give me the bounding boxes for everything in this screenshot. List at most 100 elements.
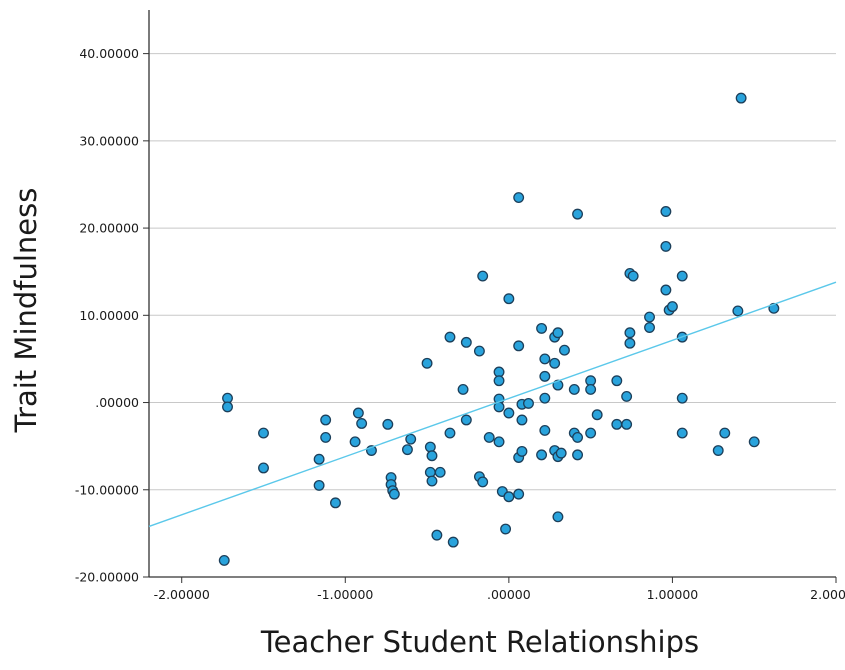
data-point bbox=[552, 327, 564, 339]
x-axis-title: Teacher Student Relationships bbox=[260, 625, 699, 659]
data-point bbox=[523, 397, 534, 409]
data-point bbox=[568, 384, 580, 395]
data-point bbox=[621, 390, 633, 402]
y-tick-label: 10.00000 bbox=[79, 308, 139, 323]
data-point bbox=[559, 344, 570, 356]
data-point bbox=[627, 270, 639, 282]
data-point bbox=[405, 433, 417, 445]
data-point bbox=[503, 293, 515, 305]
data-point bbox=[585, 384, 597, 395]
data-point bbox=[483, 431, 495, 443]
data-point bbox=[536, 449, 548, 461]
data-point bbox=[401, 444, 413, 456]
data-point bbox=[660, 206, 672, 217]
data-point bbox=[621, 418, 633, 430]
data-point bbox=[624, 327, 636, 339]
data-point bbox=[434, 466, 446, 478]
data-points bbox=[218, 92, 780, 566]
data-point bbox=[477, 270, 489, 282]
x-axis-ticks: -2.00000 -1.00000 .00000 1.00000 2.00000 bbox=[154, 577, 845, 602]
data-point bbox=[735, 92, 747, 104]
y-tick-label: 40.00000 bbox=[79, 46, 139, 61]
data-point bbox=[748, 436, 760, 448]
data-point bbox=[549, 357, 561, 369]
data-point bbox=[660, 240, 672, 252]
data-point bbox=[516, 445, 528, 457]
data-point bbox=[258, 462, 269, 474]
data-point bbox=[555, 447, 567, 459]
data-point bbox=[624, 337, 636, 349]
data-point bbox=[218, 554, 230, 566]
x-tick-label: 2.00000 bbox=[810, 587, 845, 602]
data-point bbox=[611, 418, 623, 430]
data-point bbox=[222, 401, 233, 413]
data-point bbox=[516, 414, 528, 426]
data-point bbox=[330, 497, 341, 509]
data-point bbox=[712, 445, 724, 456]
data-point bbox=[356, 418, 368, 429]
y-tick-label: .00000 bbox=[95, 395, 139, 410]
data-point bbox=[421, 357, 433, 369]
data-point bbox=[352, 407, 364, 419]
data-point bbox=[320, 431, 332, 443]
data-point bbox=[258, 427, 269, 439]
data-point bbox=[382, 418, 394, 430]
data-point bbox=[503, 407, 515, 419]
data-point bbox=[424, 466, 436, 478]
data-point bbox=[539, 392, 551, 404]
y-tick-label: 20.00000 bbox=[79, 221, 139, 236]
y-tick-label: -10.00000 bbox=[75, 482, 139, 497]
data-point bbox=[572, 449, 584, 461]
y-tick-label: -20.00000 bbox=[75, 570, 139, 585]
fit-line bbox=[148, 281, 837, 528]
data-point bbox=[493, 436, 505, 448]
data-point bbox=[676, 427, 688, 439]
x-tick-label: .00000 bbox=[487, 587, 531, 602]
data-point bbox=[513, 340, 525, 352]
data-point bbox=[572, 431, 584, 443]
data-point bbox=[644, 322, 655, 333]
data-point bbox=[666, 301, 678, 313]
data-point bbox=[503, 491, 515, 503]
data-point bbox=[477, 476, 489, 488]
data-point bbox=[539, 353, 551, 365]
data-point bbox=[536, 322, 548, 334]
data-point bbox=[426, 450, 438, 462]
data-point bbox=[644, 311, 655, 323]
x-tick-label: -2.00000 bbox=[154, 587, 210, 602]
data-point bbox=[660, 284, 672, 296]
data-point bbox=[388, 488, 400, 500]
data-point bbox=[447, 536, 459, 548]
data-point bbox=[539, 370, 551, 382]
data-point bbox=[719, 427, 731, 439]
data-point bbox=[460, 336, 472, 348]
data-point bbox=[611, 375, 623, 387]
data-point bbox=[473, 345, 485, 357]
data-point bbox=[513, 488, 525, 500]
data-point bbox=[676, 270, 688, 282]
data-point bbox=[313, 479, 325, 491]
data-point bbox=[426, 475, 438, 487]
data-point bbox=[513, 192, 525, 203]
data-point bbox=[444, 331, 456, 343]
data-point bbox=[457, 384, 469, 395]
data-point bbox=[585, 427, 597, 439]
data-point bbox=[320, 414, 332, 426]
data-point bbox=[313, 453, 325, 465]
data-point bbox=[732, 305, 744, 317]
data-point bbox=[552, 511, 564, 523]
data-point bbox=[431, 529, 443, 541]
data-point bbox=[676, 392, 688, 404]
x-tick-label: -1.00000 bbox=[317, 587, 373, 602]
data-point bbox=[591, 409, 603, 421]
data-point bbox=[444, 427, 456, 439]
data-point bbox=[572, 208, 584, 220]
data-point bbox=[539, 425, 551, 436]
gridlines bbox=[149, 53, 836, 491]
y-axis-title: Trait Mindfulness bbox=[9, 188, 43, 434]
data-point bbox=[493, 375, 505, 387]
data-point bbox=[349, 436, 361, 448]
y-tick-label: 30.00000 bbox=[79, 133, 139, 148]
data-point bbox=[460, 414, 472, 426]
